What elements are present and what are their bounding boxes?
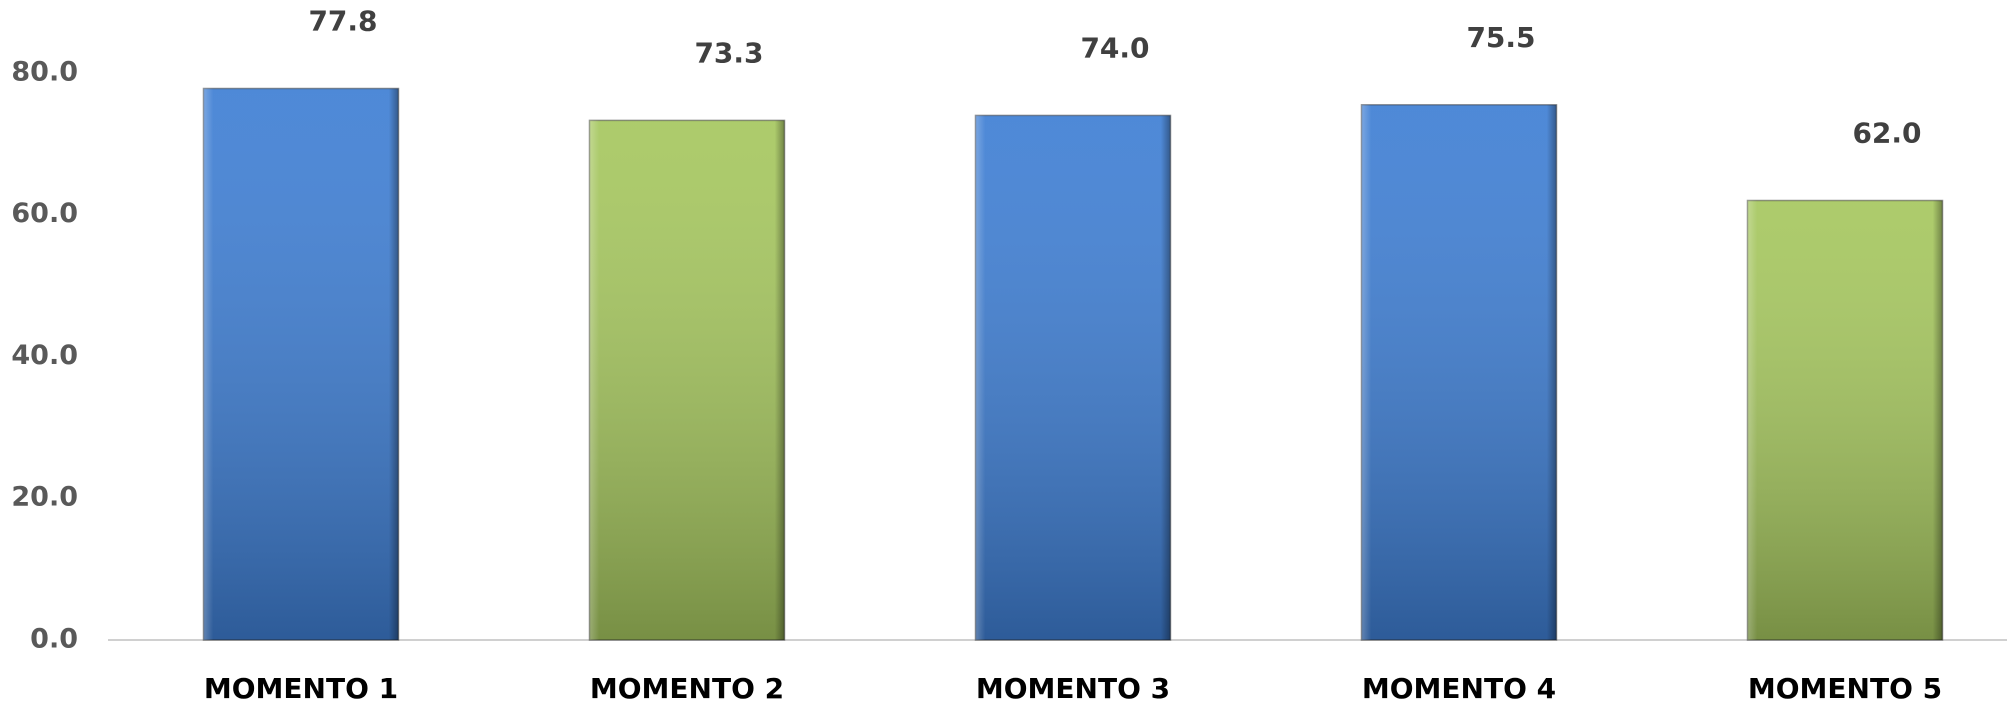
- y-tick-label: 60.0: [11, 198, 78, 229]
- bar: [974, 114, 1172, 641]
- value-label: 77.8: [308, 4, 377, 37]
- y-tick-label: 20.0: [11, 482, 78, 513]
- bar: [1746, 199, 1944, 641]
- bar: [202, 87, 400, 641]
- value-label: 62.0: [1852, 116, 1921, 149]
- y-tick-label: 80.0: [11, 56, 78, 87]
- bar: [1360, 104, 1558, 641]
- y-tick-label: 40.0: [11, 340, 78, 371]
- y-tick-label: 0.0: [30, 624, 78, 655]
- value-label: 75.5: [1466, 21, 1535, 54]
- x-tick-label: MOMENTO 2: [590, 672, 784, 705]
- x-tick-label: MOMENTO 3: [976, 672, 1170, 705]
- bar: [588, 119, 786, 641]
- value-label: 73.3: [694, 36, 763, 69]
- x-tick-label: MOMENTO 1: [204, 672, 398, 705]
- value-label: 74.0: [1080, 31, 1149, 64]
- x-tick-label: MOMENTO 4: [1362, 672, 1556, 705]
- x-tick-label: MOMENTO 5: [1748, 672, 1942, 705]
